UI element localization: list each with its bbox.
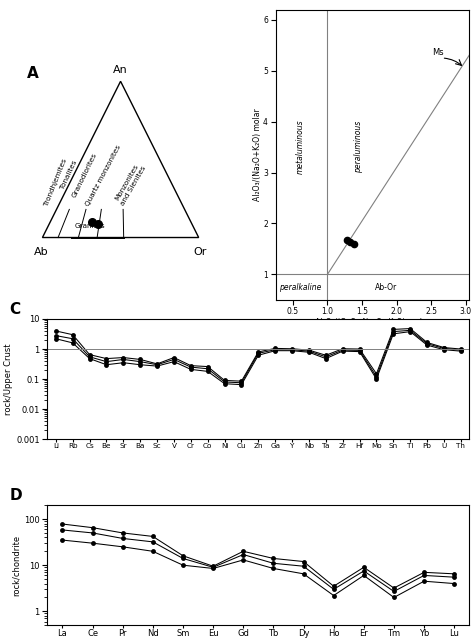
X-axis label: Al₂O₃/(CaO+Na₂O+K₂O) molar: Al₂O₃/(CaO+Na₂O+K₂O) molar: [315, 318, 430, 327]
Text: peraluminous: peraluminous: [354, 121, 363, 173]
Text: Monzonites
and Sienites: Monzonites and Sienites: [113, 162, 146, 207]
Y-axis label: rock/chondrite: rock/chondrite: [12, 535, 21, 596]
Text: An: An: [113, 65, 128, 75]
Text: D: D: [9, 487, 22, 503]
Text: C: C: [9, 302, 20, 316]
Text: Or: Or: [193, 247, 207, 257]
Text: Tonalites: Tonalites: [60, 160, 78, 191]
Text: Ms: Ms: [433, 48, 444, 57]
Y-axis label: rock/Upper Crust: rock/Upper Crust: [4, 343, 13, 415]
Text: metaluminous: metaluminous: [295, 120, 304, 174]
Text: Ab-Or: Ab-Or: [375, 283, 397, 292]
Text: peralkaline: peralkaline: [279, 283, 321, 292]
Text: Granites: Granites: [75, 223, 105, 229]
Text: Trondhjemites: Trondhjemites: [43, 158, 68, 207]
Text: Quartz monzonites: Quartz monzonites: [85, 144, 122, 207]
Text: Granodiorites: Granodiorites: [71, 152, 98, 198]
Text: Ab: Ab: [34, 247, 48, 257]
Text: A: A: [27, 66, 38, 80]
Y-axis label: Al₂O₃/(Na₂O+K₂O) molar: Al₂O₃/(Na₂O+K₂O) molar: [253, 108, 262, 201]
